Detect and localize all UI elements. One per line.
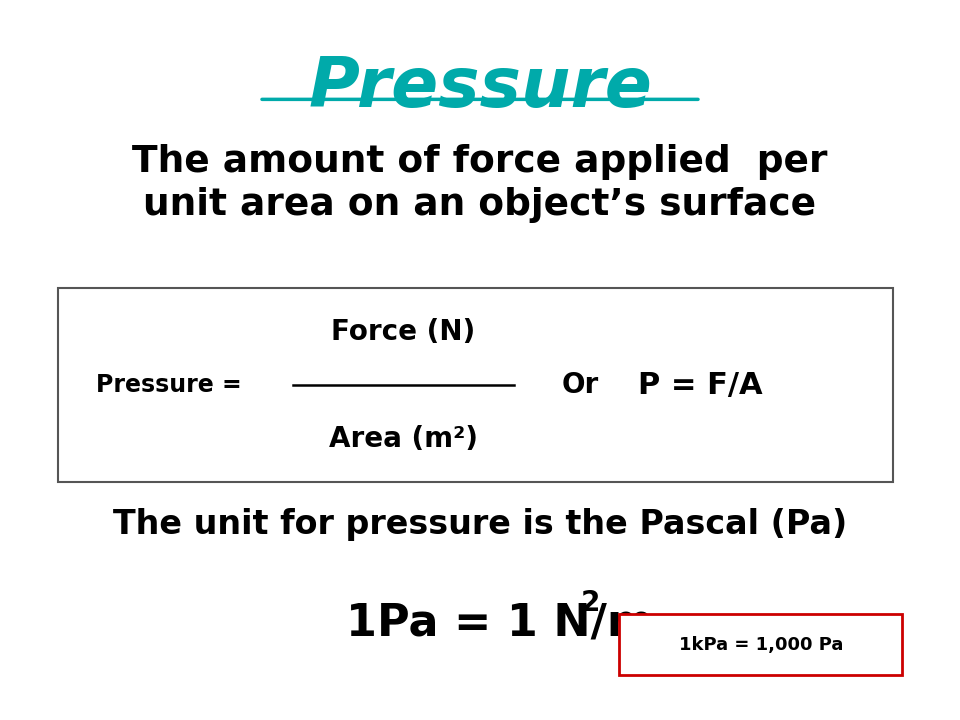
FancyBboxPatch shape <box>58 288 893 482</box>
Text: Or: Or <box>562 372 599 399</box>
Text: P = F/A: P = F/A <box>638 371 763 400</box>
Text: Area (m²): Area (m²) <box>328 425 478 453</box>
FancyBboxPatch shape <box>619 614 902 675</box>
Text: The unit for pressure is the Pascal (Pa): The unit for pressure is the Pascal (Pa) <box>113 508 847 541</box>
Text: Pressure =: Pressure = <box>96 373 250 397</box>
Text: 2: 2 <box>581 590 600 617</box>
Text: Force (N): Force (N) <box>331 318 475 346</box>
Text: 1Pa = 1 N/m: 1Pa = 1 N/m <box>346 601 653 644</box>
Text: The amount of force applied  per: The amount of force applied per <box>132 144 828 180</box>
Text: 1kPa = 1,000 Pa: 1kPa = 1,000 Pa <box>679 636 843 654</box>
Text: unit area on an object’s surface: unit area on an object’s surface <box>143 187 817 223</box>
Text: Pressure: Pressure <box>308 54 652 121</box>
